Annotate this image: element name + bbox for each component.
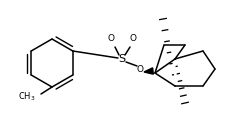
Text: O: O (108, 34, 114, 43)
Text: S: S (118, 54, 126, 64)
Text: CH$_3$: CH$_3$ (18, 91, 36, 103)
Polygon shape (144, 68, 153, 74)
Text: O: O (137, 64, 143, 73)
Text: O: O (129, 34, 137, 43)
